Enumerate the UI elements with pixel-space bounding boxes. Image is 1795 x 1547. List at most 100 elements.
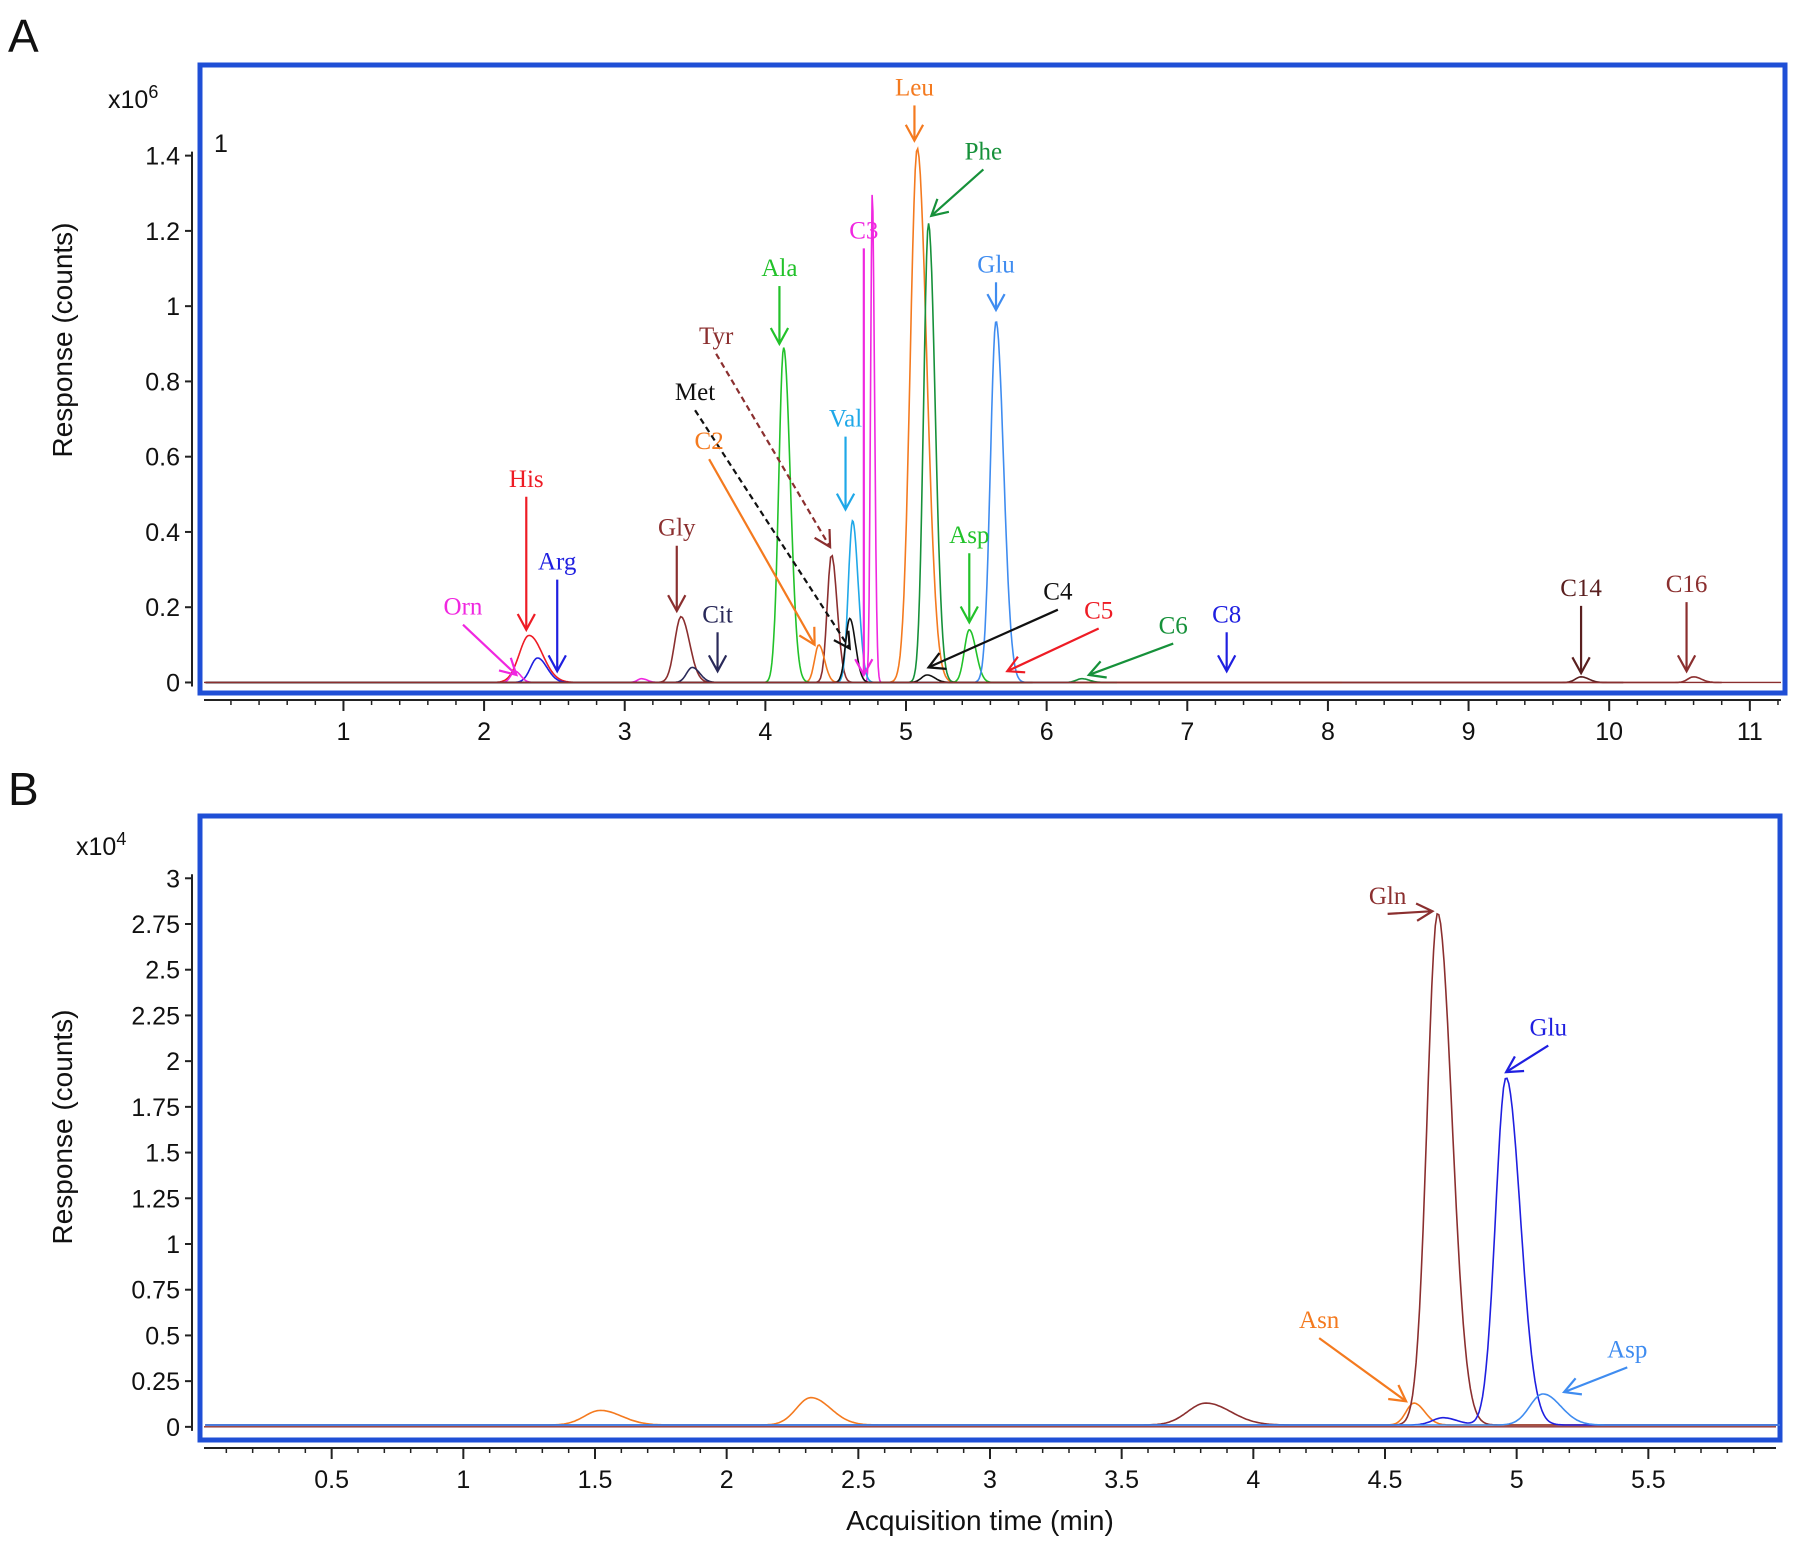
peak-arrow xyxy=(1006,627,1100,673)
y-tick-label: 1.2 xyxy=(145,218,180,246)
peak-arrow-head xyxy=(1388,1384,1408,1403)
peak-label: Ala xyxy=(761,255,797,282)
x-tick-label: 2 xyxy=(720,1466,734,1494)
peak-arrow-head xyxy=(1504,1055,1525,1074)
peak-arrow-head xyxy=(769,327,790,347)
panel-a-trace-marker: 1 xyxy=(214,130,228,158)
peak-label: Met xyxy=(675,379,715,406)
y-tick-label: 1 xyxy=(166,293,180,321)
peak-arrow-head xyxy=(516,613,536,633)
peak-label: C4 xyxy=(1043,579,1073,606)
x-tick-label: 1.5 xyxy=(578,1466,613,1494)
x-tick-label: 3.5 xyxy=(1104,1466,1139,1494)
panel-a-plot: 0 0.2 0.4 0.6 0.8 1 1.2 1.4 1 2 3 4 5 6 7 8 9 10 11 Orn His A… xyxy=(145,74,1781,746)
x-axis-title: Acquisition time (min) xyxy=(846,1505,1114,1536)
peak-label: C3 xyxy=(849,217,878,244)
peak-arrow xyxy=(1318,1337,1407,1403)
trace-skyblue xyxy=(205,1393,1780,1426)
x-tick-label: 3 xyxy=(618,718,632,746)
peak-arrow xyxy=(930,168,985,217)
panel-b-plot: 0 0.25 0.5 0.75 1 1.25 1.5 1.75 2 2.25 2.5 2.75 3 0.5… xyxy=(131,865,1780,1494)
y-tick-label: 1.75 xyxy=(131,1094,180,1122)
x-tick-label: 2.5 xyxy=(841,1466,876,1494)
y-tick-label: 1.4 xyxy=(145,143,180,171)
peak-arrow xyxy=(1387,910,1433,915)
peak-arrow-head xyxy=(707,654,728,674)
x-tick-label: 0.5 xyxy=(314,1466,349,1494)
peak-arrow-head xyxy=(959,605,979,625)
x-tick-label: 4.5 xyxy=(1368,1466,1403,1494)
panel-b-multiplier: x104 xyxy=(76,829,126,861)
x-tick-label: 5 xyxy=(899,718,913,746)
peak-arrow-head xyxy=(1676,654,1697,674)
trace-black xyxy=(205,617,1033,684)
panel-a-y-axis-title: Response (counts) xyxy=(47,222,78,457)
peak-label: Leu xyxy=(895,74,934,101)
peak-arrow xyxy=(708,458,816,646)
y-tick-label: 0.8 xyxy=(145,368,180,396)
peak-arrow xyxy=(462,623,518,676)
y-tick-label: 0.6 xyxy=(145,444,180,472)
y-tick-label: 0.25 xyxy=(131,1368,180,1396)
peak-arrow-head xyxy=(1217,654,1237,674)
peak-arrow xyxy=(1505,1044,1549,1074)
panel-b-letter: B xyxy=(8,763,39,815)
peak-arrow-head xyxy=(929,198,950,218)
peak-arrow-head xyxy=(1561,1377,1583,1396)
panel-a-letter: A xyxy=(8,10,39,62)
panel-b-y-axis-title: Response (counts) xyxy=(47,1009,78,1244)
x-tick-label: 8 xyxy=(1321,718,1335,746)
y-tick-label: 3 xyxy=(166,865,180,893)
peak-arrow xyxy=(928,608,1059,669)
peak-label: Tyr xyxy=(699,323,734,350)
trace-green xyxy=(205,347,1019,684)
peak-arrow-head xyxy=(1415,902,1435,922)
trace-orange xyxy=(205,146,1342,684)
peak-label: Glu xyxy=(1530,1015,1568,1042)
peak-label: Asp xyxy=(1607,1336,1647,1363)
x-tick-label: 5 xyxy=(1510,1466,1524,1494)
peak-arrow-head xyxy=(1571,656,1591,676)
y-tick-label: 0.2 xyxy=(145,594,180,622)
peak-arrow-head xyxy=(854,658,874,678)
x-tick-label: 1 xyxy=(336,718,350,746)
peak-label: C8 xyxy=(1212,601,1241,628)
y-tick-label: 1 xyxy=(166,1231,180,1259)
peak-label: Asp xyxy=(949,522,989,549)
x-tick-label: 7 xyxy=(1180,718,1194,746)
trace-darkgreen xyxy=(205,223,1117,684)
peak-arrow xyxy=(715,353,832,548)
y-tick-label: 2 xyxy=(166,1048,180,1076)
trace-brown xyxy=(205,912,1780,1426)
peak-arrow-head xyxy=(1086,660,1107,679)
peak-label: His xyxy=(509,466,544,493)
y-tick-label: 0.75 xyxy=(131,1277,180,1305)
trace-blue xyxy=(205,657,597,684)
panel-a-frame xyxy=(197,62,1788,696)
peak-label: Gly xyxy=(658,515,696,542)
peak-arrow xyxy=(694,409,851,650)
peak-arrow-head xyxy=(798,626,816,647)
peak-label: Val xyxy=(829,406,862,433)
y-tick-label: 1.5 xyxy=(145,1140,180,1168)
peak-arrow-head xyxy=(926,652,947,670)
panel-b-frame xyxy=(197,813,1783,1443)
trace-orange xyxy=(205,1396,1780,1426)
peak-arrow-head xyxy=(547,654,567,674)
x-tick-label: 5.5 xyxy=(1631,1466,1666,1494)
peak-label: Asn xyxy=(1299,1307,1340,1334)
peak-label: C5 xyxy=(1084,598,1113,625)
peak-label: C16 xyxy=(1666,571,1708,598)
x-tick-label: 2 xyxy=(477,718,491,746)
x-tick-label: 10 xyxy=(1595,718,1623,746)
x-tick-label: 11 xyxy=(1737,718,1763,746)
peak-label: Arg xyxy=(538,549,577,576)
peak-label: Gln xyxy=(1369,883,1407,910)
peak-label: Orn xyxy=(444,594,483,621)
peak-arrow-head xyxy=(498,657,519,677)
x-tick-label: 9 xyxy=(1462,718,1476,746)
y-tick-label: 2.5 xyxy=(145,957,180,985)
peak-arrow-head xyxy=(986,293,1006,313)
y-tick-label: 0 xyxy=(166,1414,180,1442)
x-tick-label: 4 xyxy=(1246,1466,1260,1494)
